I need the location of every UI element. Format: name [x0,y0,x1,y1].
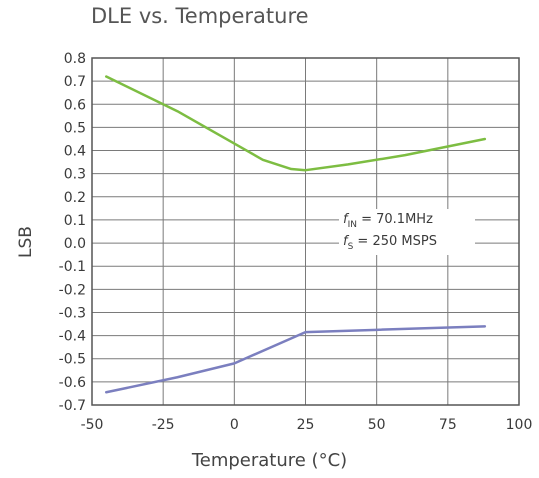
series-line-2 [104,325,487,394]
y-tick-label: 0.0 [64,236,86,252]
x-tick-label: 50 [368,417,386,433]
y-tick-label: 0.4 [64,144,86,160]
y-tick-label: 0.3 [64,167,86,183]
y-tick-label: 0.2 [64,190,86,206]
y-tick-label: 0.7 [64,74,86,90]
x-axis-label: Temperature (°C) [191,450,348,471]
y-tick-label: -0.7 [59,398,86,414]
y-tick-label: 0.8 [64,51,86,67]
y-tick-label: -0.4 [59,329,86,345]
y-tick-label: -0.2 [59,282,86,298]
y-tick-label: -0.1 [59,259,86,275]
y-tick-label: 0.6 [64,97,86,113]
y-tick-label: -0.5 [59,352,86,368]
y-tick-label: -0.6 [59,375,86,391]
x-tick-label: 25 [297,417,315,433]
chart-title: DLE vs. Temperature [91,4,309,28]
annotation-fin: fIN = 70.1MHz [343,212,433,230]
annotation-background [339,209,475,255]
plot-frame [91,57,520,406]
y-tick-label: 0.1 [64,213,86,229]
series-line-1 [104,75,487,172]
y-tick-label: -0.3 [59,305,86,321]
x-tick-label: -25 [152,417,175,433]
x-tick-label: 0 [230,417,239,433]
x-tick-label: 100 [506,417,533,433]
x-tick-label: -50 [81,417,104,433]
x-tick-label: 75 [439,417,457,433]
y-tick-label: 0.5 [64,120,86,136]
annotation-fs: fS = 250 MSPS [343,234,437,252]
